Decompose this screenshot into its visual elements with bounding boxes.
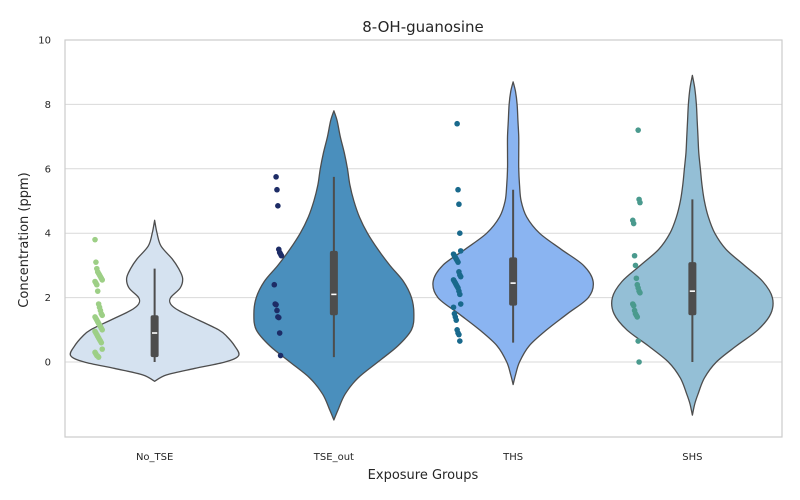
data-point-No_TSE xyxy=(99,312,106,319)
data-point-SHS xyxy=(636,359,642,365)
data-point-TSE_out xyxy=(276,330,283,336)
data-point-THS xyxy=(450,304,457,311)
data-point-No_TSE xyxy=(99,346,106,352)
data-point-SHS xyxy=(632,262,639,269)
iqr-box-TSE_out xyxy=(329,250,338,316)
data-point-SHS xyxy=(630,220,637,227)
data-point-SHS xyxy=(633,275,640,282)
x-tick-label: SHS xyxy=(682,452,702,463)
data-point-THS xyxy=(457,248,464,254)
data-point-SHS xyxy=(637,289,643,296)
data-point-No_TSE xyxy=(92,236,98,243)
data-point-No_TSE xyxy=(93,259,99,265)
x-axis-label: Exposure Groups xyxy=(368,468,479,483)
data-point-TSE_out xyxy=(274,186,280,193)
data-point-SHS xyxy=(637,199,643,206)
strip-points xyxy=(92,120,643,365)
data-point-No_TSE xyxy=(98,339,105,346)
data-point-THS xyxy=(455,186,461,193)
data-point-THS xyxy=(457,230,463,236)
data-point-TSE_out xyxy=(274,307,280,314)
data-point-No_TSE xyxy=(94,281,100,288)
data-point-THS xyxy=(456,331,462,338)
x-tick-labels: No_TSE TSE_out THS SHS xyxy=(136,452,703,463)
x-tick-label: THS xyxy=(502,452,523,463)
data-point-THS xyxy=(455,259,461,265)
data-point-THS xyxy=(457,301,464,307)
data-point-THS xyxy=(453,317,460,323)
data-point-TSE_out xyxy=(277,352,284,359)
data-point-THS xyxy=(457,338,463,344)
data-point-TSE_out xyxy=(275,203,281,209)
data-point-No_TSE xyxy=(94,288,101,294)
data-point-SHS xyxy=(630,302,637,309)
y-axis-label: Concentration (ppm) xyxy=(17,172,32,307)
data-point-SHS xyxy=(635,127,641,133)
y-tick-label: 2 xyxy=(45,293,51,304)
data-point-THS xyxy=(456,201,462,208)
data-point-TSE_out xyxy=(271,281,278,288)
plot-frame xyxy=(64,39,783,438)
y-tick-labels: 0 2 4 6 8 10 xyxy=(38,36,51,369)
data-point-THS xyxy=(457,291,463,298)
data-point-THS xyxy=(454,120,460,127)
x-tick-label: TSE_out xyxy=(313,452,354,463)
data-point-TSE_out xyxy=(275,314,282,321)
data-point-THS xyxy=(457,273,464,280)
y-tick-label: 10 xyxy=(38,36,51,47)
data-point-TSE_out xyxy=(273,174,279,180)
data-point-No_TSE xyxy=(99,277,106,283)
data-point-No_TSE xyxy=(95,354,102,360)
data-point-SHS xyxy=(634,314,641,320)
inner-boxes xyxy=(150,176,697,362)
data-point-SHS xyxy=(635,338,641,344)
x-tick-label: No_TSE xyxy=(136,452,173,463)
iqr-box-THS xyxy=(509,257,518,306)
y-tick-label: 0 xyxy=(45,358,51,369)
chart-title: 8-OH-guanosine xyxy=(362,18,484,36)
y-tick-label: 8 xyxy=(45,100,51,111)
y-tick-label: 4 xyxy=(45,229,51,240)
data-point-SHS xyxy=(631,252,638,259)
iqr-box-No_TSE xyxy=(150,315,159,358)
violins xyxy=(69,74,774,421)
data-point-No_TSE xyxy=(99,327,106,333)
data-point-TSE_out xyxy=(273,301,279,308)
iqr-box-SHS xyxy=(688,262,697,316)
data-point-TSE_out xyxy=(278,252,285,259)
y-tick-label: 6 xyxy=(45,164,51,175)
